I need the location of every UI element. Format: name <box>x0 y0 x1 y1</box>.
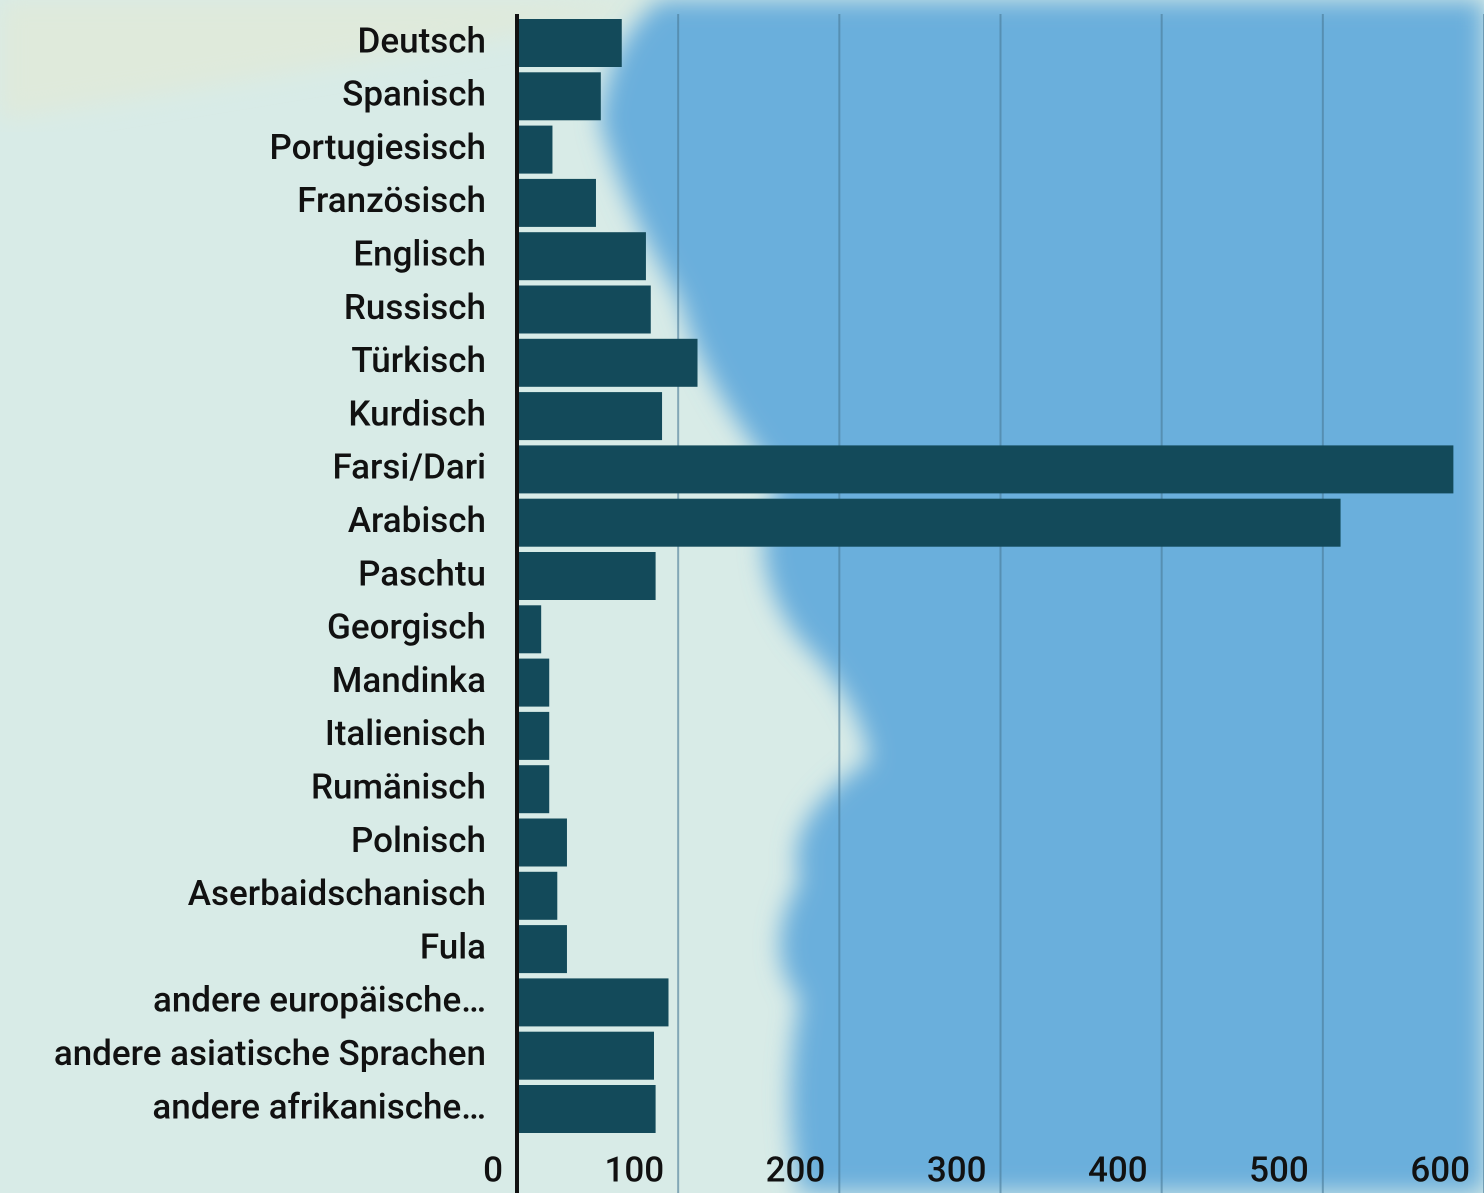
bar <box>517 978 668 1026</box>
bar <box>517 126 552 174</box>
x-tick-label: 300 <box>927 1149 987 1190</box>
y-tick-label: Kurdisch <box>348 393 486 434</box>
bar <box>517 659 549 707</box>
y-tick-label: Farsi/Dari <box>332 447 486 488</box>
bar <box>517 339 698 387</box>
y-tick-label: Arabisch <box>348 500 486 541</box>
x-tick-label: 0 <box>483 1149 503 1190</box>
y-tick-label: Rumänisch <box>311 766 486 807</box>
bar <box>517 925 567 973</box>
y-tick-label: Türkisch <box>351 340 486 381</box>
y-tick-label: Polnisch <box>351 820 486 861</box>
bar <box>517 1085 656 1133</box>
bar <box>517 392 662 440</box>
bar <box>517 179 596 227</box>
y-tick-label: Spanisch <box>342 74 486 115</box>
y-tick-label: Russisch <box>344 287 486 328</box>
y-tick-label: Aserbaidschanisch <box>188 873 486 914</box>
x-tick-label: 500 <box>1249 1149 1309 1190</box>
bar <box>517 605 541 653</box>
x-tick-label: 400 <box>1088 1149 1148 1190</box>
y-tick-label: Französisch <box>297 180 486 221</box>
bar <box>517 72 601 120</box>
x-tick-label: 100 <box>604 1149 664 1190</box>
y-tick-label: andere asiatische Sprachen <box>54 1033 486 1074</box>
y-tick-label: Englisch <box>353 233 486 274</box>
bar <box>517 499 1341 547</box>
bar <box>517 1032 654 1080</box>
bar <box>517 19 622 67</box>
x-tick-label: 600 <box>1410 1149 1470 1190</box>
y-tick-label: Paschtu <box>358 553 486 594</box>
y-tick-label: Portugiesisch <box>270 127 487 168</box>
bar <box>517 872 557 920</box>
bar <box>517 765 549 813</box>
y-tick-label: andere afrikanische… <box>152 1086 486 1127</box>
x-tick-label: 200 <box>766 1149 826 1190</box>
y-tick-label: Mandinka <box>332 660 486 701</box>
y-tick-label: Georgisch <box>327 607 486 648</box>
bar <box>517 232 646 280</box>
bar <box>517 552 656 600</box>
chart: 0 100 200 300 400 500 600 Deutsch Spanisch Portug… <box>0 0 1484 1193</box>
bar <box>517 445 1453 493</box>
y-tick-label: andere europäische… <box>153 980 486 1021</box>
y-tick-label: Deutsch <box>358 20 486 61</box>
y-tick-label: Italienisch <box>325 713 486 754</box>
bar <box>517 819 567 867</box>
bar <box>517 286 651 334</box>
bar <box>517 712 549 760</box>
y-tick-label: Fula <box>420 926 486 967</box>
